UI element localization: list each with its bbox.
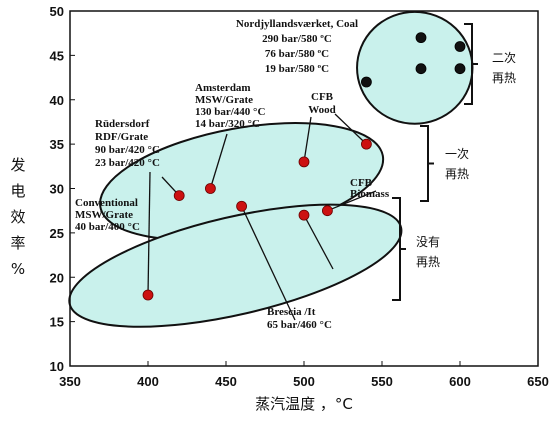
x-tick-label: 600 [449,374,471,389]
annotation-amsterdam: 14 bar/320 °C [195,118,260,130]
data-point-black [454,63,466,75]
y-tick-label: 10 [50,359,64,374]
annotations: Nordjyllandsværket, Coal 290 bar/580 ºC 76… [75,18,390,331]
annotation-conventional: MSW/Grate [75,209,133,221]
x-tick-label: 550 [371,374,393,389]
y-tick-label: 15 [50,315,64,330]
y-tick-label: 35 [50,137,64,152]
data-point-black [415,32,427,44]
y-tick-label: 50 [50,4,64,19]
annotation-nordjyll: 76 bar/580 ºC [265,48,329,60]
annotation-rudersdorf: RDF/Grate [95,131,148,143]
annotation-amsterdam: MSW/Grate [195,94,253,106]
data-points [142,32,466,301]
data-point-red [360,138,372,150]
pointer-line [327,190,377,212]
y-tick-label: 45 [50,48,64,63]
annotation-brescia: 65 bar/460 °C [267,319,332,331]
data-point-red [236,200,248,212]
data-point-black [415,63,427,75]
y-label-char: 电 [10,182,25,200]
data-point-red [298,209,310,221]
pointer-line [209,133,228,189]
x-tick-label: 650 [527,374,549,389]
annotation-nordjyll: 19 bar/580 ºC [265,63,329,75]
x-axis-label: 蒸汽温度 ，°C [255,395,353,413]
axis-ticks: 350 400 450 500 550 600 650 10 15 20 25 30 35 40 45 50 [50,4,549,389]
data-point-black [454,41,466,52]
y-label-char: 发 [10,156,25,174]
annotation-brescia: Brescia /It [267,306,316,318]
annotation-nordjyll: Nordjyllandsværket, Coal [236,18,358,30]
x-tick-label: 350 [59,374,81,389]
pointer-line [303,214,334,270]
pointer-line [147,171,151,296]
annotation-rudersdorf: Rüdersdorf [95,118,150,130]
annotation-rudersdorf: 90 bar/420 °C [95,144,160,156]
group-label-noreheat: 没有 [416,234,440,249]
annotation-rudersdorf: 23 bar/420 °C [95,157,160,169]
annotation-amsterdam: 130 bar/440 °C [195,106,265,118]
annotation-cfbwood: Wood [308,104,336,116]
annotation-cfbwood: CFB [311,91,334,103]
annotation-nordjyll: 290 bar/580 ºC [262,33,332,45]
annotation-conventional: 40 bar/400 °C [75,221,140,233]
pointer-line [334,113,367,145]
data-point-red [142,289,154,301]
annotation-conventional: Conventional [75,197,138,209]
y-label-char: 率 [10,234,25,252]
annotation-cfbbiomass: CFB [350,177,373,189]
y-label-char: % [11,260,25,278]
watermark: 菱PZ博士 [457,388,529,404]
x-tick-label: 400 [137,374,159,389]
bracket-reheat2 [464,23,478,105]
watermark-icon [457,388,473,404]
group-label-reheat2: 再热 [492,71,516,85]
data-point-black [360,76,372,88]
y-tick-label: 40 [50,93,64,108]
watermark-text: 菱PZ博士 [478,388,529,403]
y-tick-label: 25 [50,226,64,241]
annotation-cfbbiomass: Biomass [350,188,390,200]
data-point-red [204,183,216,194]
x-tick-label: 500 [293,374,315,389]
data-point-red [298,156,310,168]
group-label-reheat2: 二次 [492,51,516,65]
pointer-line [241,205,296,321]
group-label-noreheat: 再热 [416,255,440,269]
pointer-line [303,116,312,162]
y-label-char: 效 [10,208,25,226]
bracket-noreheat [392,197,406,301]
y-tick-label: 20 [50,270,64,285]
bracket-reheat1 [420,125,434,202]
y-tick-label: 30 [50,182,64,197]
x-tick-label: 450 [215,374,237,389]
data-point-red [173,190,185,202]
group-label-reheat1: 再热 [445,167,469,181]
annotation-arrows [147,113,377,321]
annotation-amsterdam: Amsterdam [195,82,251,94]
group-label-reheat1: 一次 [445,147,469,161]
data-point-red [321,205,333,217]
